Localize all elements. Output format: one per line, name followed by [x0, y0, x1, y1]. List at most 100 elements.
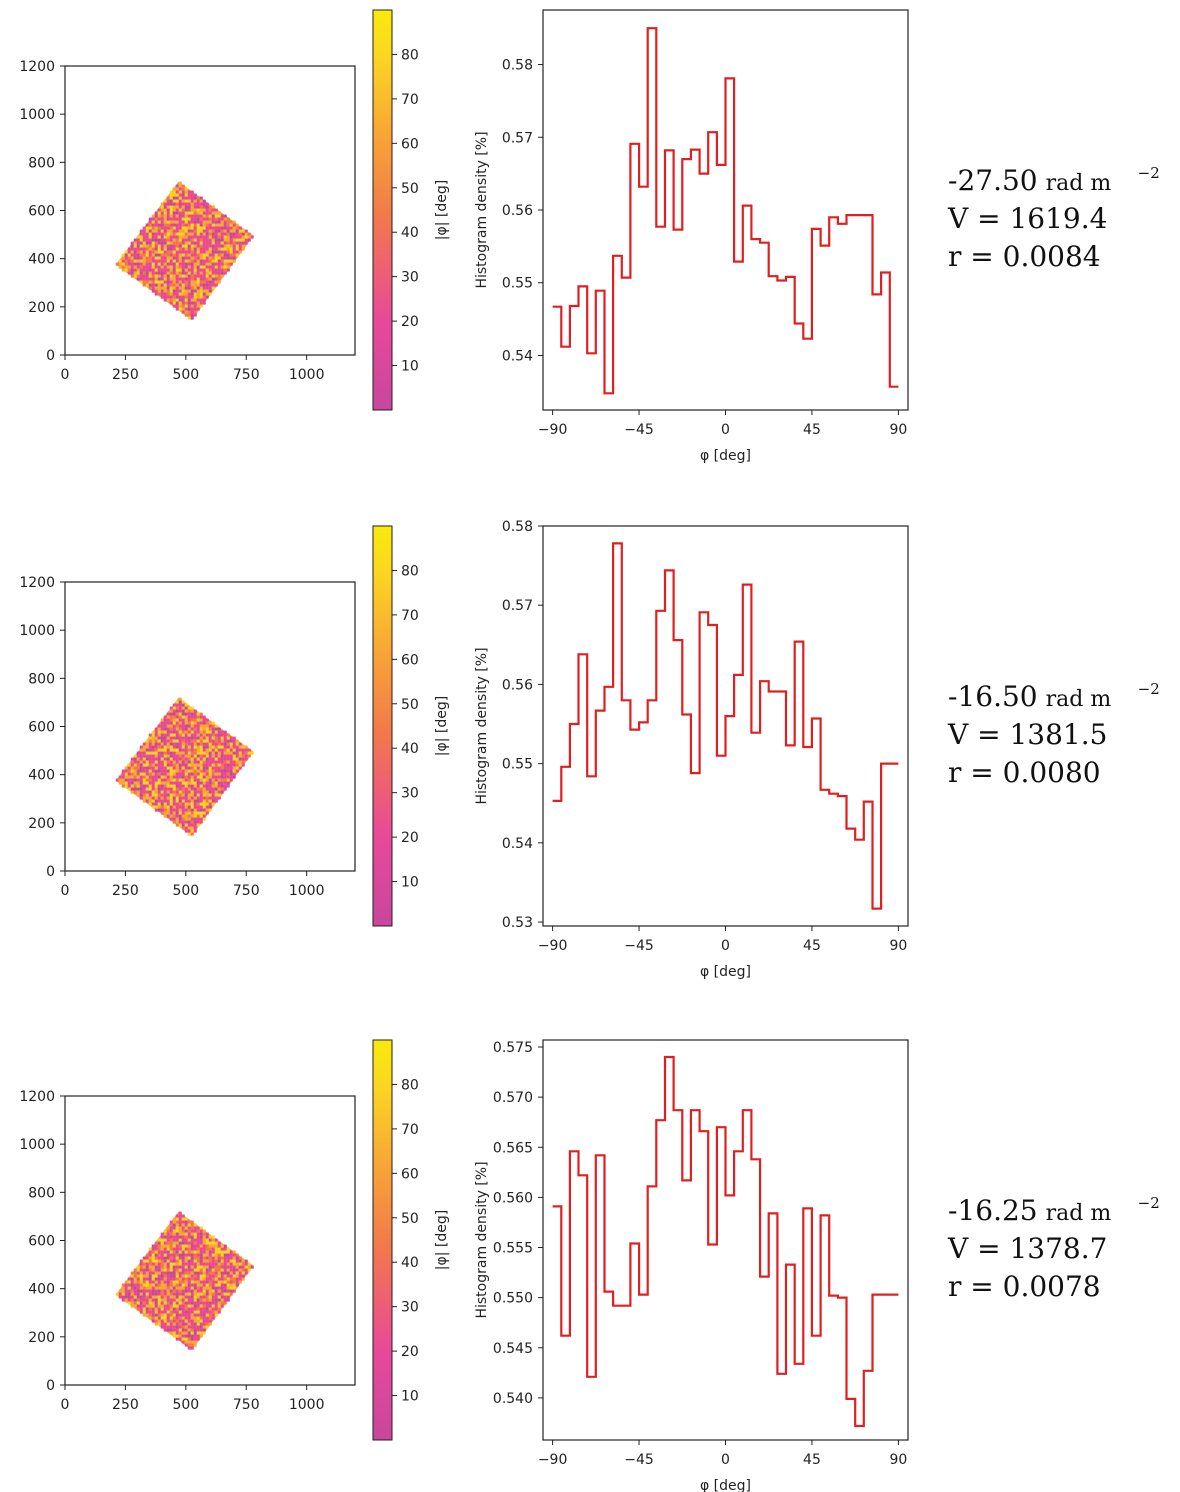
map-pixel [208, 1265, 212, 1269]
map-pixel [190, 1238, 194, 1242]
map-pixel [133, 1283, 137, 1287]
map-pixel [211, 1301, 215, 1305]
map-pixel [154, 1286, 158, 1290]
map-pixel [136, 1298, 140, 1302]
map-pixel [154, 280, 158, 284]
map-pixel [157, 223, 161, 227]
map-pixel [190, 232, 194, 236]
map-pixel [235, 1253, 239, 1257]
map-pixel [166, 277, 170, 281]
map-pixel [157, 1289, 161, 1293]
map-pixel [229, 1280, 233, 1284]
map-pixel [130, 784, 134, 788]
map-pixel [208, 268, 212, 272]
annotation-r-value: r = 0.0084 [948, 240, 1101, 273]
map-pixel [148, 277, 152, 281]
map-pixel [124, 253, 128, 257]
map-pixel [211, 205, 215, 209]
histogram-xlabel: φ [deg] [700, 964, 751, 980]
map-pixel [220, 274, 224, 278]
map-pixel [127, 256, 131, 260]
map-pixel [148, 232, 152, 236]
map-pixel [169, 805, 173, 809]
map-pixel [223, 733, 227, 737]
map-pixel [130, 244, 134, 248]
map-pixel [238, 1256, 242, 1260]
map-pixel [211, 1283, 215, 1287]
map-pixel [229, 742, 233, 746]
map-pixel [208, 238, 212, 242]
map-pixel [196, 205, 200, 209]
map-pixel [190, 283, 194, 287]
map-pixel [172, 280, 176, 284]
map-pixel [190, 808, 194, 812]
map-pixel [154, 1289, 158, 1293]
map-pixel [136, 268, 140, 272]
map-pixel [151, 733, 155, 737]
map-pixel [241, 238, 245, 242]
map-pixel [169, 1307, 173, 1311]
map-pixel [187, 790, 191, 794]
map-pixel [244, 232, 248, 236]
map-pixel [211, 793, 215, 797]
map-pixel [199, 1325, 203, 1329]
map-pixel [208, 784, 212, 788]
map-pixel [148, 1283, 152, 1287]
map-pixel [184, 298, 188, 302]
map-pixel [217, 235, 221, 239]
histogram-axes-frame [542, 1039, 909, 1441]
map-pixel [175, 283, 179, 287]
map-pixel [169, 1277, 173, 1281]
map-pixel [229, 1268, 233, 1272]
map-pixel [163, 256, 167, 260]
map-pixel [163, 274, 167, 278]
map-pixel [181, 268, 185, 272]
map-pixel [205, 238, 209, 242]
map-pixel [199, 1316, 203, 1320]
map-pixel [220, 760, 224, 764]
map-pixel [193, 196, 197, 200]
map-pixel [184, 223, 188, 227]
map-pixel [181, 217, 185, 221]
map-pixel [223, 769, 227, 773]
map-pixel [193, 286, 197, 290]
map-pixel [184, 769, 188, 773]
map-pixel [232, 742, 236, 746]
map-pixel [229, 241, 233, 245]
map-pixel [247, 754, 251, 758]
map-pixel [118, 1295, 122, 1299]
map-pixel [193, 802, 197, 806]
map-pixel [178, 733, 182, 737]
map-pixel [196, 1244, 200, 1248]
map-pixel [142, 793, 146, 797]
map-pixel [130, 1283, 134, 1287]
map-pixel [235, 739, 239, 743]
map-pixel [169, 217, 173, 221]
map-pixel [217, 1289, 221, 1293]
map-pixel [217, 214, 221, 218]
map-pixel [160, 1247, 164, 1251]
map-pixel [154, 742, 158, 746]
map-pixel [181, 232, 185, 236]
map-pixel [178, 706, 182, 710]
map-pixel [148, 787, 152, 791]
map-pixel [151, 1259, 155, 1263]
map-pixel [163, 1313, 167, 1317]
map-pixel [157, 268, 161, 272]
map-pixel [139, 235, 143, 239]
map-pixel [115, 778, 119, 782]
map-pixel [178, 742, 182, 746]
map-pixel [232, 226, 236, 230]
map-pixel [208, 1286, 212, 1290]
map-pixel [166, 769, 170, 773]
map-pixel [151, 754, 155, 758]
map-pixel [136, 274, 140, 278]
map-pixel [202, 790, 206, 794]
map-pixel [247, 238, 251, 242]
map-pixel [193, 232, 197, 236]
map-pixel [184, 229, 188, 233]
map-pixel [238, 1271, 242, 1275]
map-pixel [175, 814, 179, 818]
map-pixel [181, 772, 185, 776]
map-pixel [175, 250, 179, 254]
